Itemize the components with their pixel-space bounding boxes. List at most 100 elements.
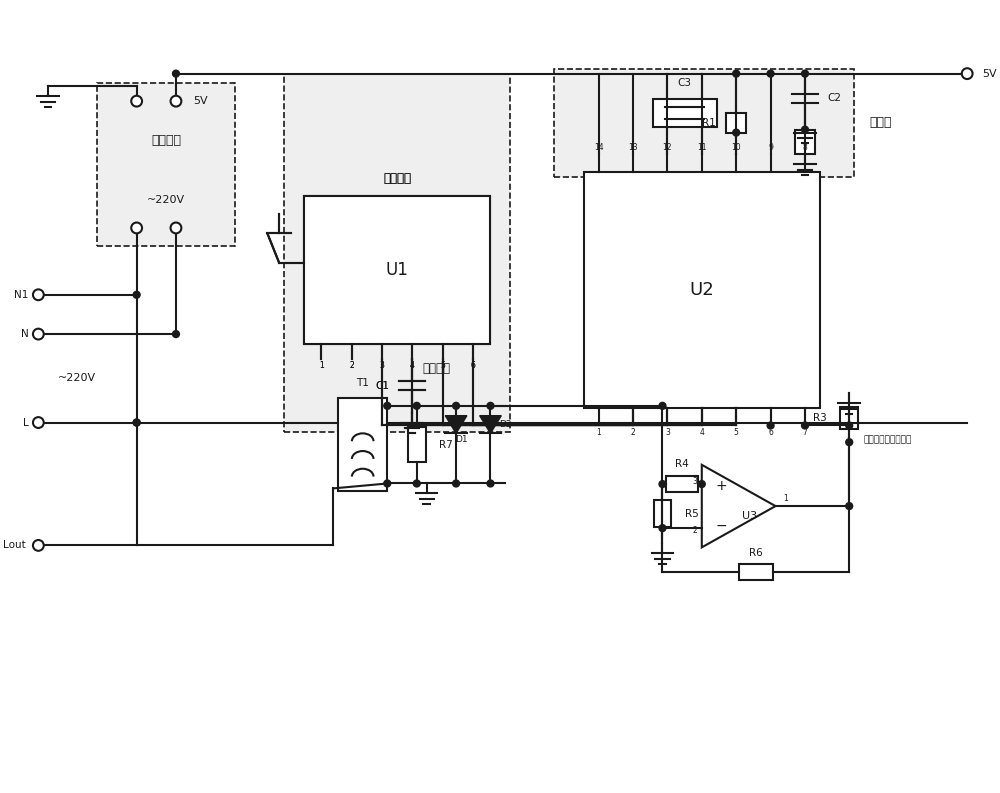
Text: 11: 11 [697, 143, 707, 151]
Circle shape [487, 480, 494, 487]
Circle shape [659, 402, 666, 409]
Circle shape [846, 439, 853, 446]
Text: 3: 3 [665, 428, 670, 437]
Text: 4: 4 [410, 361, 415, 370]
Circle shape [962, 68, 973, 79]
Text: 9: 9 [768, 143, 773, 151]
Text: 5: 5 [734, 428, 739, 437]
Text: R4: R4 [675, 459, 689, 469]
Text: 2: 2 [349, 361, 354, 370]
Text: −: − [716, 519, 727, 533]
Circle shape [659, 481, 666, 488]
Circle shape [413, 402, 420, 409]
Text: ~220V: ~220V [147, 195, 185, 205]
Circle shape [173, 331, 179, 338]
Text: R6: R6 [749, 548, 763, 557]
Bar [739, 565, 773, 580]
Circle shape [133, 419, 140, 426]
Circle shape [384, 402, 391, 409]
Bar [726, 113, 746, 132]
Circle shape [413, 480, 420, 487]
Text: ~220V: ~220V [58, 374, 96, 383]
Text: 电源电路: 电源电路 [151, 134, 181, 147]
Circle shape [802, 422, 808, 429]
Text: 3: 3 [692, 477, 697, 486]
Text: 8: 8 [803, 143, 807, 151]
Bar [654, 500, 671, 527]
Circle shape [133, 291, 140, 298]
Text: U3: U3 [742, 511, 758, 521]
Circle shape [802, 126, 808, 133]
Text: U2: U2 [689, 281, 714, 299]
Bar [554, 69, 854, 177]
Text: 各功能执行电路总线: 各功能执行电路总线 [864, 435, 912, 445]
Circle shape [384, 480, 391, 487]
Text: C3: C3 [678, 79, 692, 89]
Text: 2: 2 [349, 361, 354, 370]
Text: N1: N1 [14, 289, 29, 300]
Circle shape [173, 71, 179, 77]
Text: 5: 5 [440, 361, 445, 370]
Text: N: N [21, 329, 29, 339]
Circle shape [698, 481, 705, 488]
Text: 单片机: 单片机 [869, 117, 891, 129]
Text: 10: 10 [731, 143, 741, 151]
Text: 6: 6 [470, 361, 475, 370]
Text: R7: R7 [439, 439, 453, 450]
Text: U1: U1 [386, 261, 409, 279]
Text: Lout: Lout [3, 540, 26, 550]
Text: R3: R3 [813, 412, 827, 423]
Text: 3: 3 [380, 361, 384, 370]
Text: 电流检测: 电流检测 [422, 362, 450, 375]
Circle shape [33, 540, 44, 551]
Text: C1: C1 [376, 381, 390, 391]
Text: 2: 2 [631, 428, 635, 437]
Text: 6: 6 [768, 428, 773, 437]
Text: U1: U1 [386, 261, 409, 279]
Text: 1: 1 [783, 494, 788, 503]
Text: 1: 1 [319, 361, 324, 370]
Text: 蓝牙模块: 蓝牙模块 [383, 172, 411, 186]
Text: 4: 4 [699, 428, 704, 437]
Bar [338, 398, 387, 492]
Text: D1: D1 [455, 435, 467, 444]
Bar [304, 197, 490, 344]
Text: C1: C1 [376, 381, 390, 391]
Circle shape [733, 71, 740, 77]
Bar [840, 407, 858, 429]
Circle shape [453, 480, 460, 487]
Bar [666, 477, 698, 492]
Text: 3: 3 [380, 361, 384, 370]
Circle shape [33, 417, 44, 428]
Circle shape [171, 96, 181, 106]
Circle shape [846, 422, 853, 429]
Bar [795, 129, 815, 154]
Circle shape [33, 289, 44, 301]
Text: 6: 6 [470, 361, 475, 370]
Text: 1: 1 [319, 361, 324, 370]
Circle shape [767, 71, 774, 77]
Polygon shape [445, 416, 467, 433]
Text: 4: 4 [410, 361, 415, 370]
Circle shape [487, 402, 494, 409]
Text: 12: 12 [663, 143, 672, 151]
Text: +: + [716, 480, 727, 493]
Text: L: L [23, 418, 29, 427]
Polygon shape [480, 416, 501, 433]
Text: 蓝牙模块: 蓝牙模块 [383, 172, 411, 186]
Text: T1: T1 [356, 378, 369, 389]
Text: 5V: 5V [194, 96, 208, 106]
Circle shape [846, 503, 853, 510]
Text: 7: 7 [803, 428, 807, 437]
Circle shape [171, 223, 181, 233]
Text: 14: 14 [594, 143, 603, 151]
Bar [304, 197, 490, 344]
Circle shape [131, 223, 142, 233]
Circle shape [733, 129, 740, 136]
Text: 5: 5 [440, 361, 445, 370]
Text: 1: 1 [596, 428, 601, 437]
Bar [584, 172, 820, 408]
Text: D2: D2 [499, 420, 511, 429]
Circle shape [131, 96, 142, 106]
Circle shape [33, 328, 44, 339]
